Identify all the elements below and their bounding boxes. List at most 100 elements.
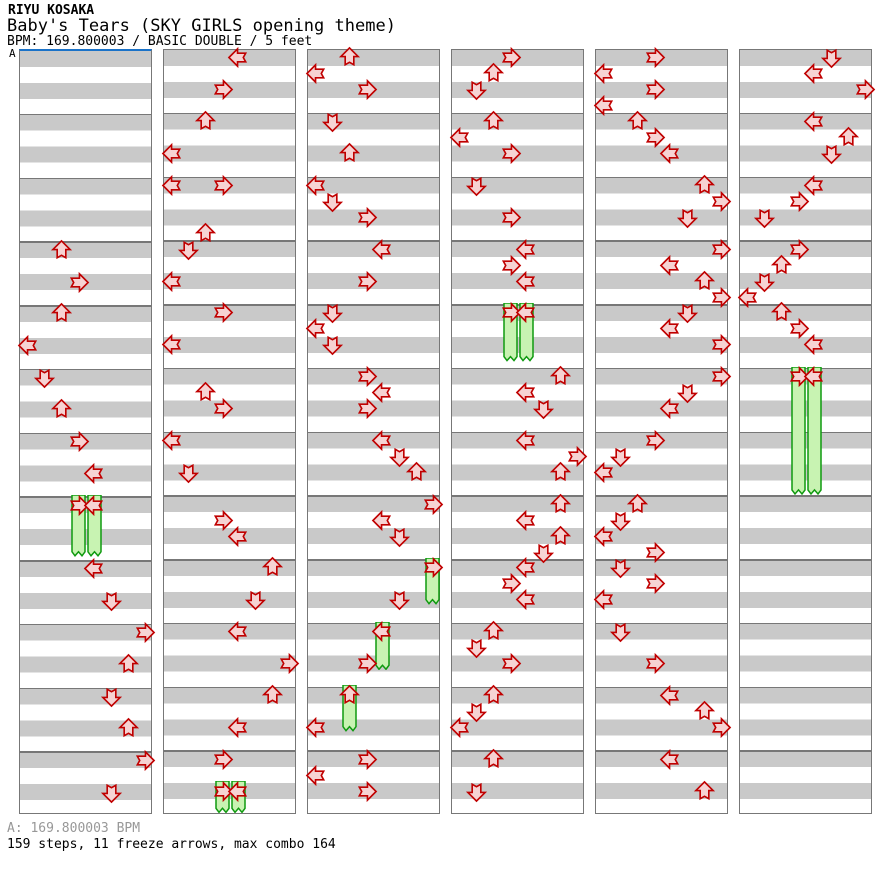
freeze-head-arrow-left — [803, 365, 826, 388]
note-arrow-down — [33, 366, 56, 389]
note-arrow-up — [482, 110, 505, 133]
note-arrow-right — [709, 365, 732, 388]
measure-line — [596, 559, 727, 561]
note-arrow-right — [499, 572, 522, 595]
note-arrow-down — [676, 381, 699, 404]
note-arrow-up — [50, 302, 73, 325]
note-arrow-left — [161, 174, 184, 197]
measure-line — [164, 112, 295, 115]
note-arrow-left — [161, 333, 184, 356]
note-arrow-left — [515, 588, 538, 611]
note-arrow-right — [67, 430, 90, 453]
freeze-head-arrow-right — [787, 365, 810, 388]
artist-name: RIYU KOSAKA — [8, 3, 95, 18]
note-arrow-right — [499, 46, 522, 69]
measure-line — [164, 304, 295, 306]
measure-line — [596, 495, 727, 497]
note-arrow-left — [593, 588, 616, 611]
measure-line — [20, 305, 151, 307]
note-arrow-right — [355, 206, 378, 229]
note-arrow-up — [693, 780, 716, 803]
chart-column-6 — [737, 46, 876, 814]
measure-line — [164, 431, 295, 433]
measure-line — [164, 240, 295, 242]
freeze-arrow-body-right — [790, 365, 806, 499]
measure-line — [452, 367, 583, 370]
note-arrow-left — [161, 142, 184, 165]
note-arrow-left — [17, 334, 40, 357]
note-arrow-up — [693, 700, 716, 723]
measure-line — [596, 686, 727, 688]
note-arrow-down — [465, 700, 488, 723]
note-arrow-right — [355, 748, 378, 771]
note-arrow-left — [227, 525, 250, 548]
footer-stats-line: 159 steps, 11 freeze arrows, max combo 1… — [7, 837, 336, 852]
note-arrow-right — [709, 716, 732, 739]
note-arrow-down — [465, 636, 488, 659]
note-arrow-right — [133, 749, 156, 772]
measure-line — [20, 241, 151, 243]
measure-line — [452, 304, 583, 306]
freeze-head-arrow-right — [421, 556, 444, 579]
measure-line — [740, 495, 871, 497]
note-arrow-left — [305, 317, 328, 340]
note-arrow-down — [753, 270, 776, 293]
freeze-head-arrow-right — [211, 780, 234, 803]
measure-line — [164, 750, 295, 752]
freeze-head-arrow-right — [499, 301, 522, 324]
note-arrow-up — [194, 222, 217, 245]
freeze-arrow-body-left — [807, 365, 823, 499]
note-arrow-left — [371, 429, 394, 452]
note-arrow-left — [659, 748, 682, 771]
note-arrow-up — [117, 717, 140, 740]
note-arrow-left — [659, 684, 682, 707]
note-arrow-right — [709, 286, 732, 309]
note-arrow-left — [227, 620, 250, 643]
note-arrow-left — [227, 716, 250, 739]
note-arrow-left — [659, 397, 682, 420]
note-arrow-right — [787, 190, 810, 213]
note-arrow-down — [321, 301, 344, 324]
note-arrow-left — [803, 333, 826, 356]
measure-line — [740, 112, 871, 115]
note-arrow-up — [770, 254, 793, 277]
section-marker-a: A — [9, 47, 16, 60]
note-arrow-left — [803, 174, 826, 197]
note-arrow-up — [50, 398, 73, 421]
measure-line — [308, 431, 439, 433]
note-arrow-right — [643, 78, 666, 101]
note-arrow-right — [499, 652, 522, 675]
measure-line — [740, 367, 871, 370]
note-arrow-left — [305, 764, 328, 787]
measure-line — [20, 751, 151, 753]
note-arrow-right — [565, 445, 588, 468]
note-arrow-down — [465, 780, 488, 803]
note-arrow-right — [211, 174, 234, 197]
measure-line — [308, 112, 439, 115]
note-arrow-right — [643, 652, 666, 675]
note-arrow-up — [626, 493, 649, 516]
note-arrow-left — [659, 317, 682, 340]
measure-line — [164, 367, 295, 370]
note-arrow-left — [515, 429, 538, 452]
note-arrow-up — [405, 461, 428, 484]
note-arrow-down — [820, 46, 843, 69]
note-arrow-down — [532, 541, 555, 564]
measure-line — [740, 622, 871, 625]
note-arrow-left — [803, 62, 826, 85]
note-arrow-up — [837, 126, 860, 149]
measure-line — [596, 367, 727, 370]
note-arrow-down — [100, 781, 123, 804]
measure-line — [164, 559, 295, 561]
measure-line — [452, 176, 583, 178]
note-arrow-left — [803, 110, 826, 133]
note-arrow-up — [549, 493, 572, 516]
note-arrow-left — [161, 429, 184, 452]
note-arrow-right — [211, 301, 234, 324]
measure-line — [20, 368, 151, 371]
note-arrow-right — [499, 206, 522, 229]
note-arrow-down — [388, 525, 411, 548]
measure-line — [596, 112, 727, 115]
chart-column-3 — [305, 47, 444, 814]
